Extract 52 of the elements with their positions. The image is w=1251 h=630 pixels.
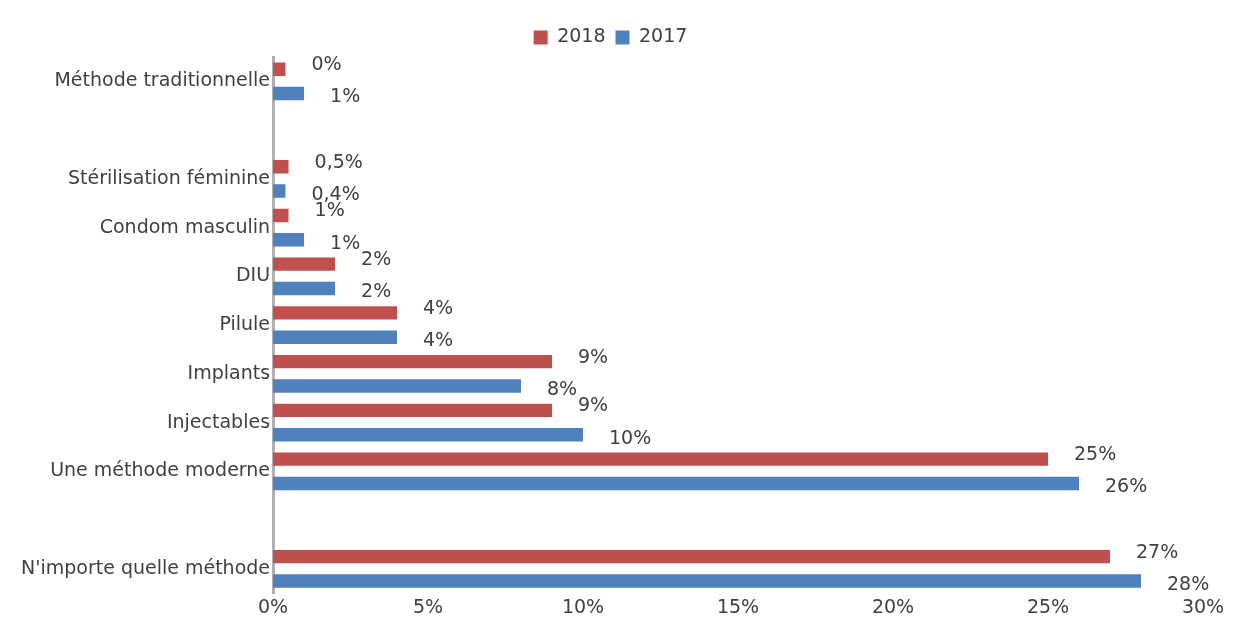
bar [273,452,1049,466]
x-tick-label: 15% [716,594,760,617]
y-tick-label: N'importe quelle méthode [20,555,271,578]
x-tick-label: 20% [871,594,915,617]
x-tick-label: 30% [1181,594,1225,617]
data-label: 4% [423,328,454,351]
bar [273,330,398,344]
bar [273,549,1110,564]
bar [273,476,1080,491]
data-label: 9% [578,344,609,367]
y-tick-label: Injectables [166,409,271,432]
data-label: 25% [1074,442,1117,465]
legend-label: 2018 [557,24,606,47]
y-tick-label: DIU [235,263,271,286]
data-label: 28% [1167,571,1210,594]
bar [273,428,584,442]
x-tick-label: 10% [561,594,605,617]
bar [273,208,289,223]
data-label: 0,5% [314,149,363,172]
bar [273,86,305,101]
bar [273,257,336,271]
y-tick-label: Une méthode moderne [50,458,271,481]
data-label: 0% [311,52,342,75]
y-tick-label: Pilule [219,312,271,335]
x-tick-label: 5% [412,594,444,617]
bar [273,281,336,296]
bar [273,574,1141,588]
data-label: 1% [330,84,361,107]
bar [273,184,286,198]
data-label: 9% [578,393,609,416]
y-tick-label: Condom masculin [99,214,271,237]
bar [273,306,398,320]
legend-label: 2017 [639,24,688,47]
data-label: 4% [423,295,454,318]
x-tick-label: 0% [257,594,289,617]
data-label: 26% [1105,474,1148,497]
data-label: 2% [361,279,392,302]
bar [273,354,553,369]
data-label: 8% [547,376,578,399]
bar [273,159,289,174]
data-label: 27% [1136,539,1179,562]
y-tick-label: Implants [187,360,271,383]
bar [273,403,553,418]
bar [273,379,522,393]
data-label: 2% [361,247,392,270]
data-label: 10% [609,425,652,448]
bar [273,62,286,76]
data-label: 1% [330,230,361,253]
x-tick-label: 25% [1026,594,1070,617]
bar [273,233,305,247]
y-tick-label: Méthode traditionnelle [54,68,271,91]
y-tick-label: Stérilisation féminine [67,165,271,188]
